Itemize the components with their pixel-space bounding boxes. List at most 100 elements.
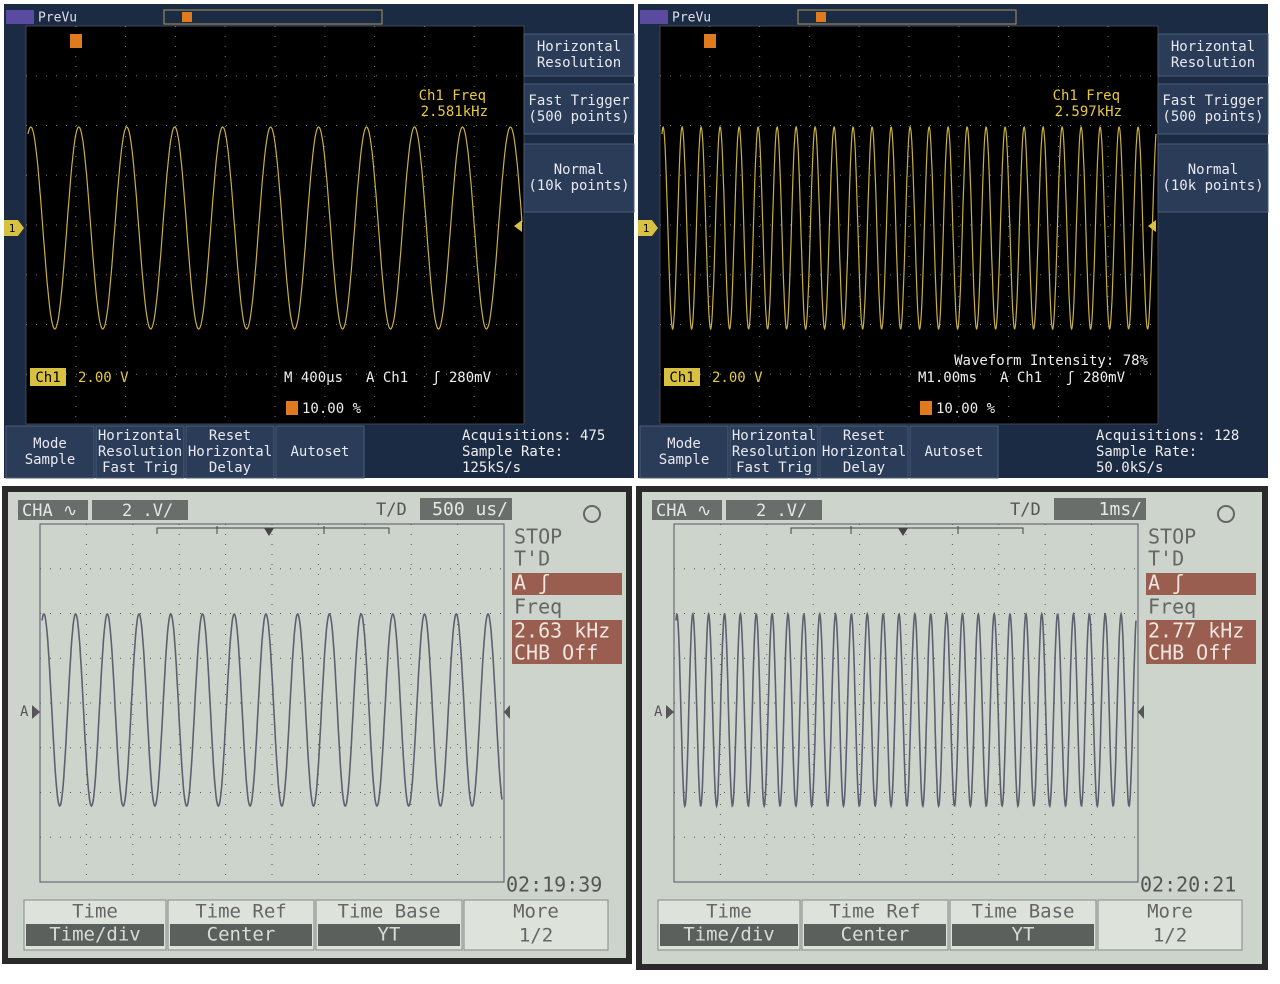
logo <box>6 10 34 24</box>
waveform <box>661 125 1157 331</box>
side-button <box>523 143 635 213</box>
menu-label: Mode <box>33 436 67 452</box>
side-label: (10k points) <box>1162 178 1263 194</box>
side-label: CHB Off <box>514 641 598 665</box>
side-label: 2.63 kHz <box>514 619 610 643</box>
menu-label: Autoset <box>924 444 983 460</box>
volts-box <box>726 500 822 520</box>
trig-box <box>1146 573 1256 595</box>
menu-button <box>729 425 819 479</box>
level-arrow <box>514 220 522 232</box>
position-t <box>286 401 298 415</box>
timebase: M 400µs <box>284 370 343 386</box>
menu-value-box <box>26 924 164 946</box>
side-label: Horizontal <box>537 39 621 55</box>
side-label: 2.77 kHz <box>1148 619 1244 643</box>
volts-box <box>92 500 188 520</box>
menu-button <box>639 425 729 479</box>
volts-div: 2 .V/ <box>756 501 807 521</box>
level-arrow <box>504 705 510 719</box>
side-label: (10k points) <box>528 178 629 194</box>
sample-rate: Sample Rate: <box>1096 444 1197 460</box>
side-button <box>523 83 635 135</box>
menu-label: Resolution <box>732 444 816 460</box>
menu-button <box>95 425 185 479</box>
channel-box <box>18 500 88 520</box>
side-label: T'D <box>1148 547 1184 571</box>
ground-marker: A <box>20 704 29 720</box>
menu-value: Center <box>841 924 910 946</box>
trigger-marker <box>816 12 826 22</box>
side-label: Fast Trigger <box>528 93 629 109</box>
menu-value-box <box>318 924 460 946</box>
backlight-icon <box>583 505 601 523</box>
td-label: T/D <box>1010 500 1041 520</box>
menu-label: Time Base <box>338 901 441 923</box>
time-box <box>1054 498 1146 520</box>
logo <box>640 10 668 24</box>
side-label: A ʃ <box>1148 571 1184 595</box>
channel-box <box>664 368 700 386</box>
trigger-source: A Ch1 <box>1000 370 1042 386</box>
time-div: 1ms/ <box>1099 499 1142 520</box>
ground-marker: A <box>654 704 663 720</box>
menu-label: Fast Trig <box>102 460 178 476</box>
channel: CHA ∿ <box>656 501 711 521</box>
side-label: CHB Off <box>1148 641 1232 665</box>
menu-label: Mode <box>667 436 701 452</box>
freq-box <box>1146 620 1256 664</box>
menu-value: Center <box>207 924 276 946</box>
side-button <box>523 33 635 77</box>
channel-box <box>652 500 722 520</box>
menu-label: More <box>513 901 559 923</box>
graticule <box>659 25 1159 425</box>
side-button <box>1157 33 1269 77</box>
sample-rate: 125kS/s <box>462 460 521 476</box>
status: PreVu <box>672 11 711 26</box>
side-label: STOP <box>514 525 562 549</box>
side-label: Freq <box>1148 595 1196 619</box>
side-label: Freq <box>514 595 562 619</box>
ground-tag <box>4 220 24 236</box>
menu-button <box>5 425 95 479</box>
volts-div: 2 .V/ <box>122 501 173 521</box>
volts-div: 2.00 V <box>712 370 763 386</box>
trigger-position: 10.00 % <box>936 401 996 417</box>
menu-label: Time Ref <box>195 901 287 923</box>
clock: 02:19:39 <box>506 873 602 897</box>
freq-value: 2.597kHz <box>1055 104 1122 120</box>
menu-value-box <box>170 924 312 946</box>
trigger-source: A Ch1 <box>366 370 408 386</box>
menu-label: Time Ref <box>829 901 921 923</box>
menu-button <box>819 425 909 479</box>
freq-label: Ch1 Freq <box>1053 88 1120 104</box>
channel: CHA ∿ <box>22 501 77 521</box>
menu-label: Horizontal <box>822 444 906 460</box>
menu-button <box>909 425 999 479</box>
menu-label: Horizontal <box>732 428 816 444</box>
trigger-position: 10.00 % <box>302 401 362 417</box>
freq-box <box>512 620 622 664</box>
menu-label: Horizontal <box>188 444 272 460</box>
menu-value-box <box>660 924 798 946</box>
volts-div: 2.00 V <box>78 370 129 386</box>
trigger-level: ʃ 280mV <box>432 370 492 386</box>
trigger-marker <box>182 12 192 22</box>
ground-arrow <box>32 705 40 719</box>
timebase: M1.00ms <box>918 370 977 386</box>
trigger-t <box>70 34 82 48</box>
side-label: Normal <box>554 162 605 178</box>
time-div: 500 us/ <box>432 499 508 520</box>
menu-label: Sample <box>25 452 76 468</box>
menu-label: Reset <box>843 428 885 444</box>
side-label: A ʃ <box>514 571 550 595</box>
menu-value-box <box>952 924 1094 946</box>
waveform <box>675 611 1137 809</box>
side-label: (500 points) <box>1162 109 1263 125</box>
level-arrow <box>1148 220 1156 232</box>
menu-label: Delay <box>843 460 885 476</box>
